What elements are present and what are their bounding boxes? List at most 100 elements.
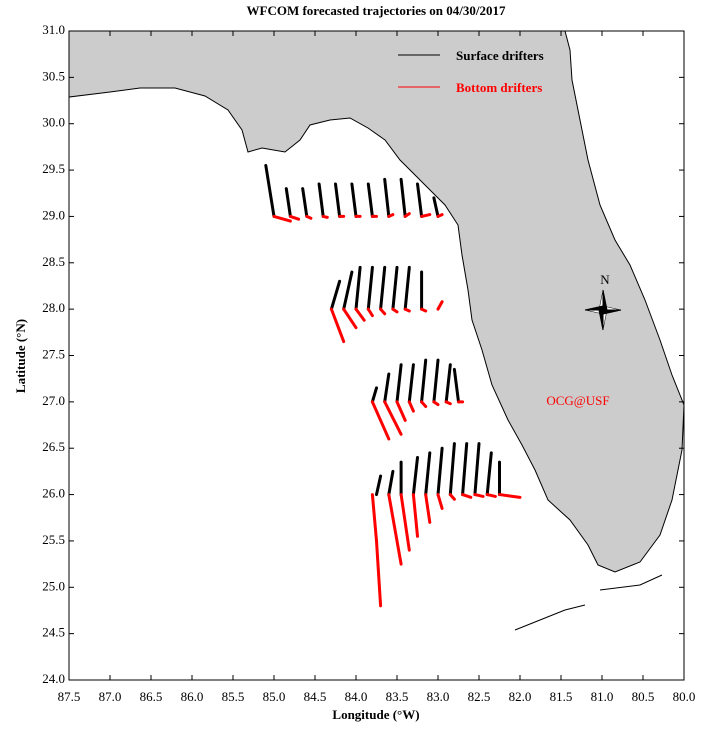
trajectory bbox=[379, 307, 387, 316]
y-tick-label: 24.5 bbox=[42, 625, 65, 640]
x-tick-label: 84.5 bbox=[304, 689, 327, 704]
trajectory bbox=[452, 367, 460, 404]
trajectory bbox=[403, 307, 411, 313]
trajectory bbox=[399, 493, 411, 552]
x-tick-label: 85.5 bbox=[222, 689, 245, 704]
trajectory bbox=[399, 177, 407, 218]
trajectory bbox=[432, 196, 440, 218]
trajectory bbox=[461, 493, 473, 499]
trajectory bbox=[329, 307, 346, 344]
trajectory bbox=[301, 187, 309, 218]
trajectory bbox=[403, 265, 411, 311]
trajectory bbox=[383, 400, 403, 436]
trajectory bbox=[305, 214, 313, 220]
trajectory bbox=[342, 270, 354, 311]
x-tick-label: 87.0 bbox=[99, 689, 122, 704]
trajectory bbox=[350, 182, 358, 218]
trajectory bbox=[387, 213, 395, 218]
trajectory bbox=[416, 182, 424, 218]
trajectory bbox=[424, 493, 432, 524]
x-tick-label: 80.0 bbox=[673, 689, 696, 704]
compass-label: N bbox=[600, 272, 610, 287]
trajectory bbox=[288, 214, 301, 221]
trajectory bbox=[420, 307, 428, 313]
trajectory bbox=[366, 182, 374, 218]
trajectory bbox=[383, 177, 391, 218]
trajectory bbox=[379, 265, 387, 311]
trajectory bbox=[498, 493, 522, 499]
keys bbox=[514, 574, 663, 631]
trajectory bbox=[407, 400, 415, 413]
trajectory bbox=[342, 307, 358, 330]
trajectory bbox=[383, 372, 391, 404]
trajectory bbox=[284, 187, 292, 218]
trajectory bbox=[444, 363, 452, 404]
compass bbox=[584, 289, 622, 331]
trajectory bbox=[329, 279, 342, 311]
x-tick-label: 81.0 bbox=[591, 689, 614, 704]
trajectory bbox=[485, 493, 497, 498]
trajectory bbox=[448, 493, 456, 501]
trajectory bbox=[354, 265, 362, 311]
y-tick-label: 26.5 bbox=[42, 439, 65, 454]
x-tick-label: 83.5 bbox=[386, 689, 409, 704]
trajectory bbox=[334, 182, 342, 218]
legend-label: Bottom drifters bbox=[456, 80, 542, 95]
y-tick-label: 26.0 bbox=[42, 486, 65, 501]
trajectory bbox=[387, 493, 403, 566]
y-tick-label: 31.0 bbox=[42, 22, 65, 37]
trajectory bbox=[420, 358, 428, 404]
trajectory bbox=[391, 265, 399, 311]
trajectory bbox=[411, 493, 419, 538]
trajectory bbox=[436, 213, 444, 218]
trajectory bbox=[391, 307, 399, 314]
trajectory bbox=[395, 400, 407, 422]
trajectory bbox=[366, 265, 374, 311]
trajectory bbox=[264, 163, 276, 218]
trajectory bbox=[272, 214, 292, 223]
x-tick-label: 86.5 bbox=[140, 689, 163, 704]
annotation: OCG@USF bbox=[546, 393, 609, 408]
trajectory bbox=[420, 213, 432, 218]
x-tick-label: 82.0 bbox=[509, 689, 532, 704]
x-tick-label: 81.5 bbox=[550, 689, 573, 704]
x-axis-label: Longitude (°W) bbox=[332, 707, 419, 722]
y-tick-label: 30.0 bbox=[42, 115, 65, 130]
y-tick-label: 25.5 bbox=[42, 532, 65, 547]
y-tick-label: 25.0 bbox=[42, 578, 65, 593]
land bbox=[68, 30, 685, 573]
trajectory bbox=[461, 442, 469, 497]
trajectory bbox=[403, 212, 411, 218]
trajectory bbox=[387, 469, 395, 497]
x-tick-label: 80.5 bbox=[632, 689, 655, 704]
trajectory bbox=[395, 363, 403, 404]
chart-title: WFCOM forecasted trajectories on 04/30/2… bbox=[247, 3, 506, 18]
trajectory bbox=[370, 386, 378, 404]
x-tick-label: 84.0 bbox=[345, 689, 368, 704]
trajectory bbox=[370, 400, 391, 441]
trajectory bbox=[321, 214, 329, 219]
trajectory bbox=[473, 493, 485, 498]
legend-label: Surface drifters bbox=[456, 48, 544, 63]
y-tick-label: 28.5 bbox=[42, 254, 65, 269]
trajectory bbox=[420, 400, 428, 408]
trajectory bbox=[436, 493, 444, 510]
trajectory bbox=[411, 455, 419, 497]
x-tick-label: 86.0 bbox=[181, 689, 204, 704]
trajectory bbox=[407, 363, 415, 404]
trajectory bbox=[432, 358, 440, 404]
trajectory bbox=[444, 400, 452, 406]
y-tick-label: 30.5 bbox=[42, 68, 65, 83]
trajectory bbox=[436, 446, 444, 497]
y-axis-label: Latitude (°N) bbox=[13, 319, 28, 393]
trajectory bbox=[354, 307, 366, 322]
trajectory bbox=[317, 182, 325, 218]
trajectory bbox=[366, 307, 374, 318]
y-tick-label: 29.0 bbox=[42, 207, 65, 222]
x-tick-label: 87.5 bbox=[58, 689, 81, 704]
x-tick-label: 83.0 bbox=[427, 689, 450, 704]
y-tick-label: 24.0 bbox=[42, 671, 65, 686]
trajectory bbox=[375, 474, 383, 497]
y-tick-label: 29.5 bbox=[42, 161, 65, 176]
